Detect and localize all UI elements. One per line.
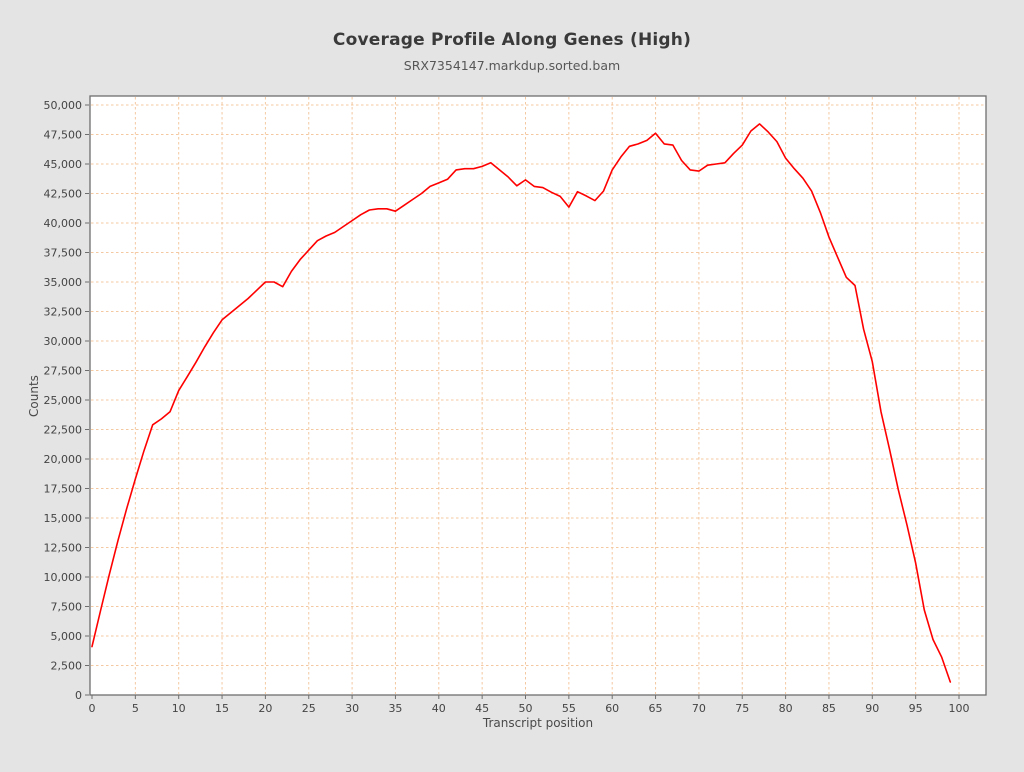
x-tick-label: 90 <box>865 702 879 715</box>
y-tick-label: 32,500 <box>44 306 83 319</box>
x-axis-title: Transcript position <box>482 716 594 730</box>
y-tick-label: 27,500 <box>44 365 83 378</box>
x-tick-label: 35 <box>388 702 402 715</box>
x-tick-label: 30 <box>345 702 359 715</box>
y-tick-label: 20,000 <box>44 453 83 466</box>
x-tick-label: 100 <box>949 702 970 715</box>
x-tick-label: 75 <box>735 702 749 715</box>
x-tick-label: 65 <box>649 702 663 715</box>
y-tick-label: 40,000 <box>44 217 83 230</box>
x-tick-label: 70 <box>692 702 706 715</box>
x-tick-label: 40 <box>432 702 446 715</box>
y-tick-label: 45,000 <box>44 158 83 171</box>
y-tick-label: 42,500 <box>44 188 83 201</box>
plot-border <box>89 95 987 696</box>
y-axis-title: Counts <box>27 375 41 417</box>
x-tick-label: 15 <box>215 702 229 715</box>
y-tick-label: 2,500 <box>51 660 83 673</box>
y-tick-label: 7,500 <box>51 601 83 614</box>
y-tick-label: 50,000 <box>44 99 83 112</box>
y-tick-label: 47,500 <box>44 129 83 142</box>
y-tick-label: 25,000 <box>44 394 83 407</box>
y-tick-label: 0 <box>75 689 82 702</box>
y-tick-label: 22,500 <box>44 424 83 437</box>
y-tick-label: 5,000 <box>51 630 83 643</box>
x-tick-label: 5 <box>132 702 139 715</box>
x-tick-label: 45 <box>475 702 489 715</box>
x-tick-label: 50 <box>519 702 533 715</box>
y-tick-label: 30,000 <box>44 335 83 348</box>
x-tick-label: 25 <box>302 702 316 715</box>
x-tick-label: 60 <box>605 702 619 715</box>
chart-subtitle: SRX7354147.markdup.sorted.bam <box>403 58 621 73</box>
y-tick-label: 15,000 <box>44 512 83 525</box>
chart-title: Coverage Profile Along Genes (High) <box>332 30 692 50</box>
x-tick-label: 0 <box>89 702 96 715</box>
y-tick-label: 10,000 <box>44 571 83 584</box>
x-tick-label: 20 <box>258 702 272 715</box>
coverage-series-line <box>91 123 952 683</box>
x-tick-label: 10 <box>172 702 186 715</box>
y-tick-label: 12,500 <box>44 542 83 555</box>
y-tick-label: 17,500 <box>44 483 83 496</box>
y-tick-label: 37,500 <box>44 247 83 260</box>
y-tick-label: 35,000 <box>44 276 83 289</box>
x-tick-label: 80 <box>779 702 793 715</box>
x-tick-label: 95 <box>909 702 923 715</box>
x-tick-label: 85 <box>822 702 836 715</box>
plot-background <box>90 96 986 695</box>
x-tick-label: 55 <box>562 702 576 715</box>
